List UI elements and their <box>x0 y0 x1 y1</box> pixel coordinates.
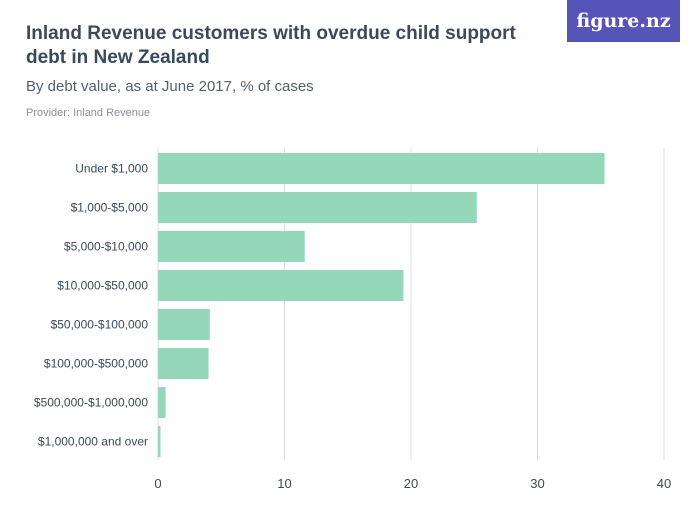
x-tick-label: 0 <box>154 476 161 491</box>
bar <box>158 426 161 457</box>
x-tick-label: 30 <box>530 476 544 491</box>
bar <box>158 309 210 340</box>
category-label: $100,000-$500,000 <box>44 357 148 371</box>
category-label: $10,000-$50,000 <box>57 279 148 293</box>
x-tick-label: 20 <box>404 476 418 491</box>
x-tick-label: 40 <box>657 476 671 491</box>
bar <box>158 231 305 262</box>
x-tick-label: 10 <box>277 476 291 491</box>
category-label: $5,000-$10,000 <box>64 240 148 254</box>
figure-nz-logo[interactable]: figure.nz <box>567 0 680 42</box>
category-label: $1,000,000 and over <box>38 435 148 449</box>
provider-credit: Provider: Inland Revenue <box>26 107 151 119</box>
category-label: $50,000-$100,000 <box>51 318 149 332</box>
bar <box>158 348 209 379</box>
category-label: Under $1,000 <box>75 162 148 176</box>
bar <box>158 270 404 301</box>
bar <box>158 387 166 418</box>
category-label: $500,000-$1,000,000 <box>34 396 148 410</box>
category-label: $1,000-$5,000 <box>71 201 149 215</box>
bar <box>158 153 605 184</box>
chart-title: Inland Revenue customers with overdue ch… <box>26 23 516 68</box>
bar <box>158 192 477 223</box>
chart-subtitle: By debt value, as at June 2017, % of cas… <box>26 78 314 95</box>
